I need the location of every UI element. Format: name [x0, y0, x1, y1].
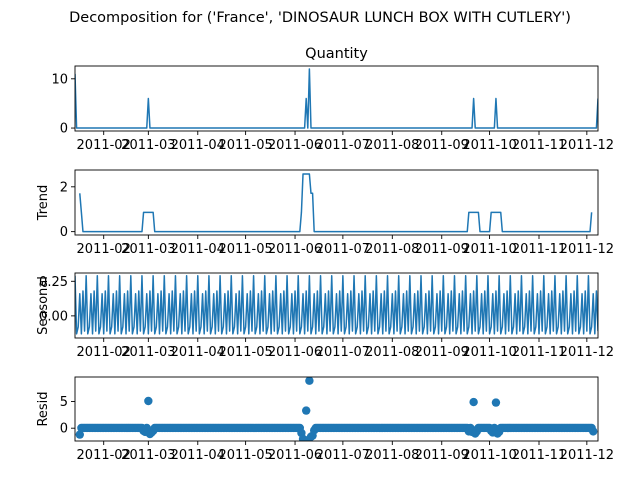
- resid-point: [75, 430, 84, 439]
- x-tick-label: 2011-07: [316, 448, 370, 463]
- axes-frame: [74, 169, 599, 236]
- x-tick-label: 2011-02: [77, 345, 131, 360]
- y-axis-label: Seasonal: [36, 276, 51, 335]
- resid-point: [589, 427, 598, 436]
- x-tick-label: 2011-03: [121, 345, 175, 360]
- x-tick-label: 2011-08: [365, 138, 419, 153]
- x-tick-label: 2011-02: [77, 448, 131, 463]
- series-line: [79, 173, 593, 233]
- y-tick-label: 0: [60, 225, 68, 240]
- x-tick-label: 2011-08: [365, 345, 419, 360]
- x-tick-label: 2011-07: [316, 345, 370, 360]
- x-tick-label: 2011-05: [218, 242, 272, 257]
- x-tick-label: 2011-06: [268, 138, 322, 153]
- y-tick-label: 0: [60, 422, 68, 437]
- x-tick-label: 2011-08: [365, 242, 419, 257]
- panel-title: Quantity: [305, 46, 368, 62]
- x-tick-label: 2011-06: [268, 448, 322, 463]
- x-tick-label: 2011-04: [171, 138, 225, 153]
- resid-point: [144, 396, 153, 406]
- y-tick-label: 0: [60, 122, 68, 137]
- y-axis-label: Trend: [36, 185, 51, 222]
- panel-data: [75, 68, 598, 129]
- x-tick-label: 2011-06: [268, 242, 322, 257]
- panel-4: 052011-022011-032011-042011-052011-06201…: [36, 376, 614, 463]
- x-tick-label: 2011-06: [268, 345, 322, 360]
- x-tick-label: 2011-03: [121, 138, 175, 153]
- x-tick-label: 2011-07: [316, 138, 370, 153]
- axes-frame: [74, 376, 599, 442]
- x-tick-label: 2011-12: [560, 448, 614, 463]
- y-tick-label: 2: [60, 180, 68, 195]
- x-tick-label: 2011-02: [77, 242, 131, 257]
- panel-data: [75, 377, 598, 441]
- x-tick-label: 2011-09: [415, 448, 469, 463]
- x-tick-label: 2011-03: [121, 242, 175, 257]
- x-tick-label: 2011-02: [77, 138, 131, 153]
- x-tick-label: 2011-10: [462, 448, 516, 463]
- x-tick-label: 2011-12: [560, 138, 614, 153]
- axes-frame: [74, 65, 599, 132]
- x-tick-label: 2011-11: [512, 138, 566, 153]
- x-tick-label: 2011-10: [462, 345, 516, 360]
- y-tick-label: 0.25: [39, 275, 68, 290]
- panel-data: [75, 275, 598, 335]
- x-tick-label: 2011-11: [512, 242, 566, 257]
- x-tick-label: 2011-05: [218, 345, 272, 360]
- resid-point: [302, 406, 311, 415]
- x-tick-label: 2011-11: [512, 448, 566, 463]
- resid-point: [305, 377, 314, 385]
- x-tick-label: 2011-05: [218, 448, 272, 463]
- x-tick-label: 2011-04: [171, 448, 225, 463]
- panel-2: 022011-022011-032011-042011-052011-06201…: [36, 169, 614, 257]
- x-tick-label: 2011-09: [415, 138, 469, 153]
- panel-1: 0102011-022011-032011-042011-052011-0620…: [51, 46, 614, 153]
- x-tick-label: 2011-07: [316, 242, 370, 257]
- x-tick-label: 2011-11: [512, 345, 566, 360]
- x-tick-label: 2011-09: [415, 345, 469, 360]
- panel-3: 0.250.002011-022011-032011-042011-052011…: [36, 272, 614, 360]
- x-tick-label: 2011-10: [462, 242, 516, 257]
- x-tick-label: 2011-03: [121, 448, 175, 463]
- axes-frame: [74, 272, 599, 339]
- series-line: [75, 68, 598, 129]
- y-tick-label: 5: [60, 395, 68, 410]
- x-tick-label: 2011-12: [560, 242, 614, 257]
- x-tick-label: 2011-08: [365, 448, 419, 463]
- resid-point: [491, 398, 501, 407]
- x-tick-label: 2011-12: [560, 345, 614, 360]
- x-tick-label: 2011-04: [171, 345, 225, 360]
- panel-data: [79, 173, 593, 233]
- resid-point: [469, 397, 478, 407]
- seasonal-line: [75, 275, 598, 335]
- x-tick-label: 2011-05: [218, 138, 272, 153]
- x-tick-label: 2011-10: [462, 138, 516, 153]
- figure-suptitle: Decomposition for ('France', 'DINOSAUR L…: [69, 10, 571, 26]
- y-tick-label: 0.00: [39, 309, 68, 324]
- x-tick-label: 2011-09: [415, 242, 469, 257]
- y-axis-label: Resid: [36, 391, 51, 426]
- y-tick-label: 10: [51, 72, 68, 87]
- x-tick-label: 2011-04: [171, 242, 225, 257]
